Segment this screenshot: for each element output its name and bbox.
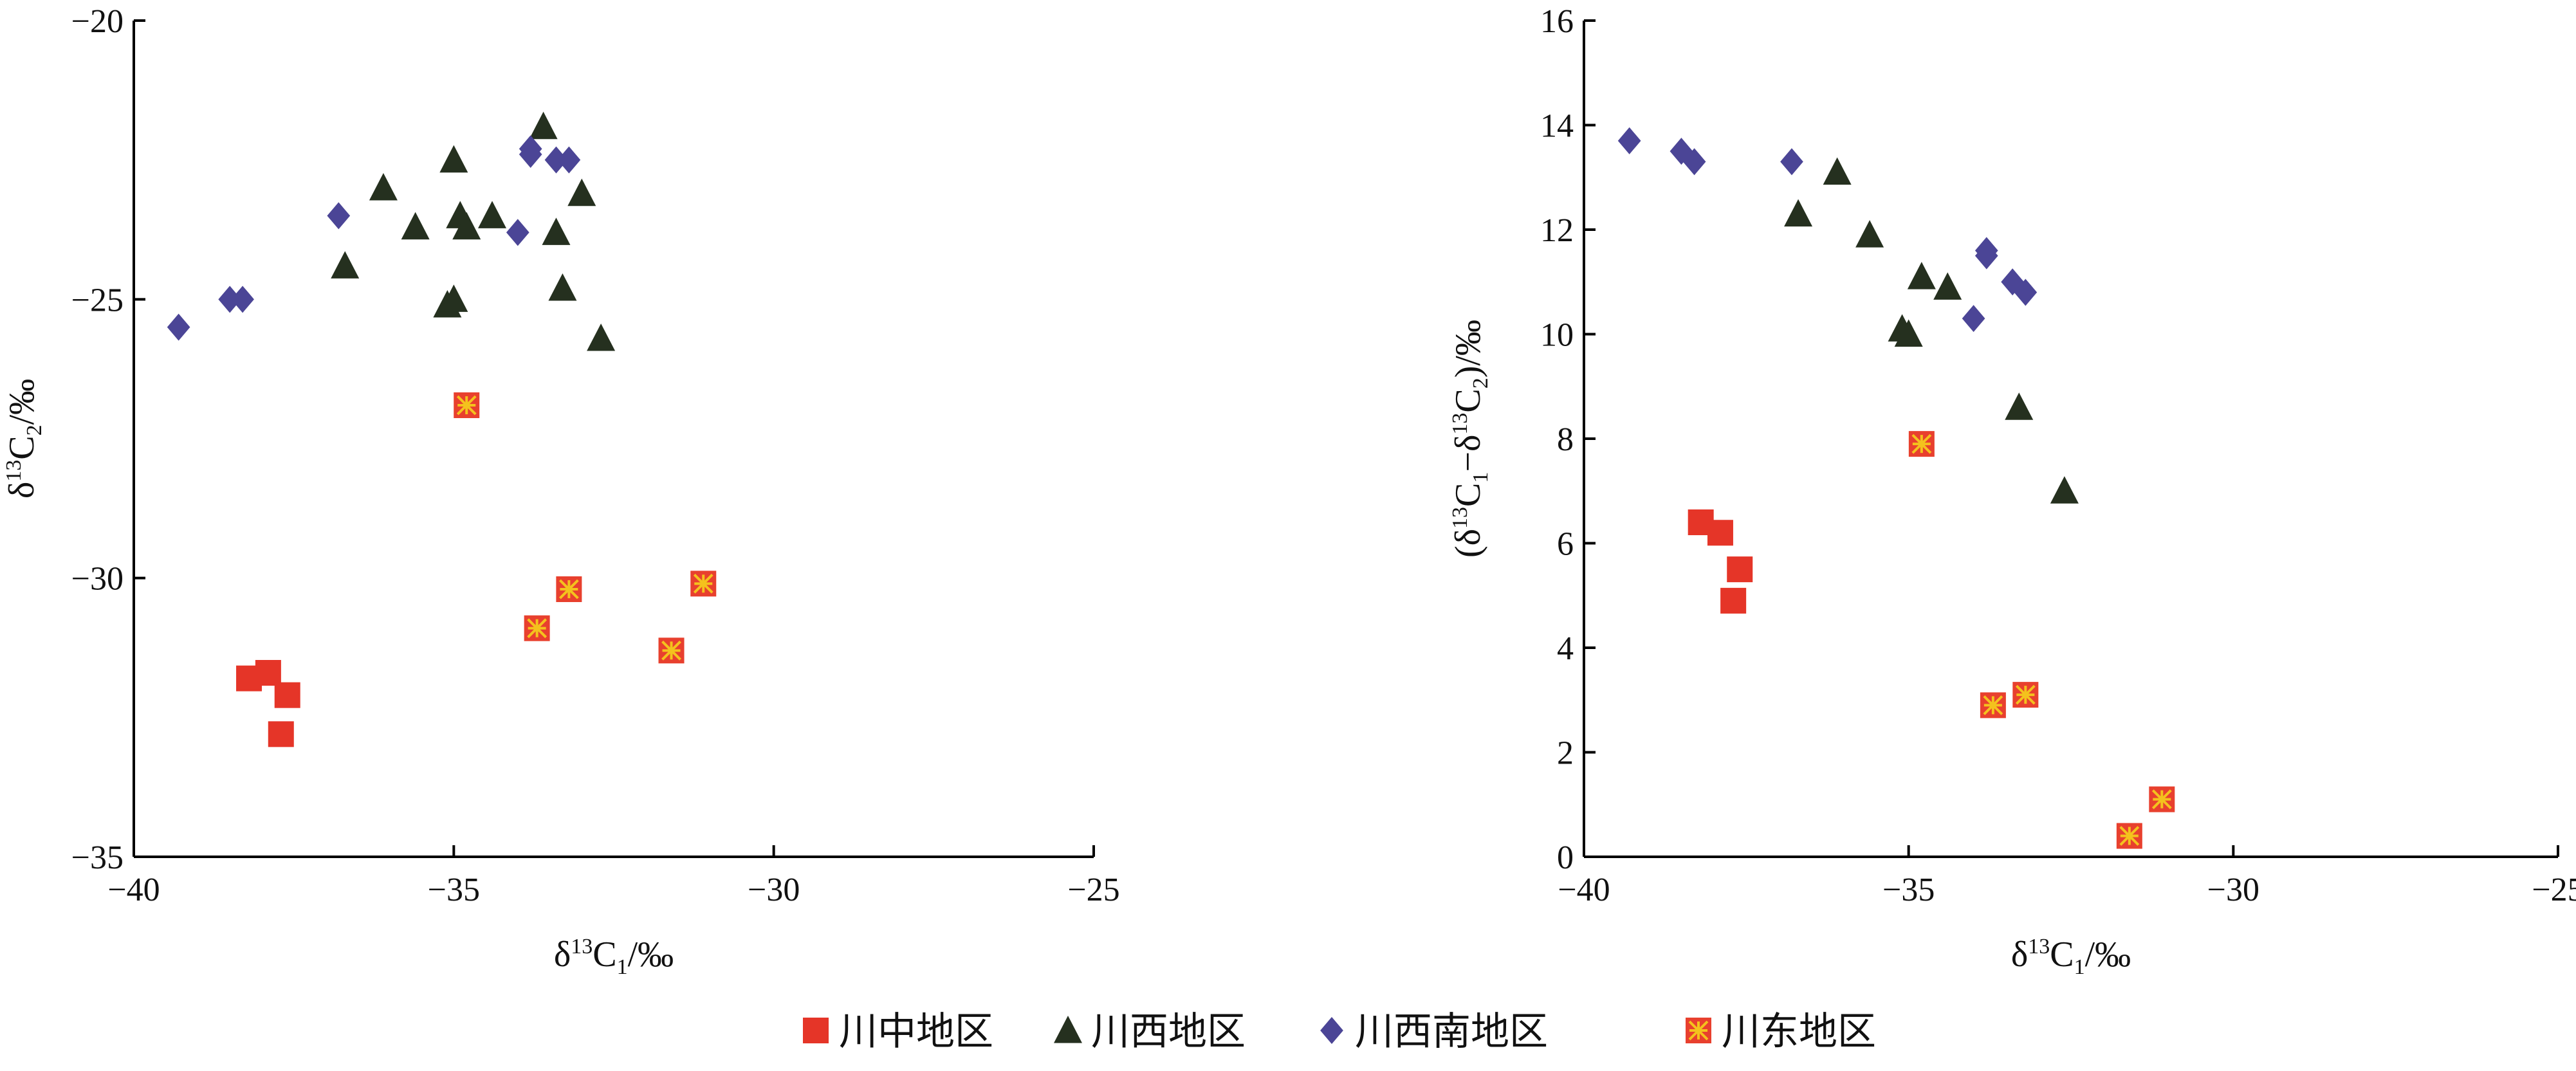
legend-marker-chuanzhong: [803, 1018, 829, 1043]
data-point-chuanxinan: [327, 202, 351, 230]
legend-label: 川西地区: [1091, 1009, 1246, 1054]
data-point-chuanxi: [331, 251, 360, 279]
legend-item-chuanxi: 川西地区: [1054, 1009, 1246, 1054]
data-point-chuanxinan: [1974, 242, 1998, 270]
x-tick-label: −25: [2532, 872, 2576, 908]
data-point-chuandong: [454, 392, 480, 418]
y-axis-title: δ13C2/‰: [2, 379, 46, 499]
data-point-chuandong: [2116, 823, 2142, 849]
data-point-chuanxinan: [1617, 127, 1641, 154]
legend-item-chuanzhong: 川中地区: [803, 1009, 993, 1054]
data-point-chuanzhong: [1707, 520, 1733, 546]
data-point-chuanzhong: [268, 721, 294, 747]
x-axis-title: δ13C1/‰: [2011, 935, 2131, 979]
data-point-chuandong: [524, 615, 550, 641]
data-point-chuanxi: [548, 273, 577, 301]
y-tick-label: 12: [1540, 212, 1574, 249]
data-point-chuanxi: [1894, 319, 1923, 347]
data-point-chuanxi: [1855, 220, 1884, 248]
data-point-chuanxi: [452, 212, 481, 240]
data-point-chuandong: [1908, 431, 1935, 457]
chart-right-scatter: 0 2 4 6 8 10 12 14 16 −40 −35 −30 −25 δ13C1/‰ (δ13C1−δ…: [1448, 3, 2576, 979]
data-point-chuanxi: [567, 178, 596, 206]
x-axis-title: δ13C1/‰: [554, 935, 674, 979]
data-point-chuanxinan: [544, 146, 568, 174]
data-point-chuanzhong: [1727, 556, 1753, 583]
x-tick-label: −35: [428, 872, 480, 908]
y-tick-label: −25: [71, 282, 124, 318]
legend-marker-chuandong: [1686, 1018, 1711, 1043]
x-tick-label: −40: [1558, 872, 1610, 908]
data-point-chuanxi: [369, 173, 398, 201]
x-tick-label: −35: [1882, 872, 1935, 908]
y-tick-label: 0: [1557, 839, 1574, 876]
data-point-chuandong: [658, 637, 685, 664]
y-tick-label: −30: [71, 561, 124, 598]
data-point-chuanxi: [478, 201, 507, 228]
y-tick-label: 16: [1540, 3, 1574, 40]
y-tick-label: 2: [1557, 735, 1574, 772]
legend-label: 川西南地区: [1355, 1009, 1548, 1054]
y-tick-label: 6: [1557, 526, 1574, 563]
data-point-chuanxi: [2050, 476, 2079, 504]
data-point-chuanzhong: [255, 660, 281, 686]
series-chuanxi: [331, 111, 616, 351]
y-tick-label: 10: [1540, 317, 1574, 354]
data-point-chuandong: [2012, 682, 2039, 708]
data-point-chuanxi: [439, 284, 468, 312]
y-tick-label: 8: [1557, 421, 1574, 458]
data-point-chuanxi: [439, 145, 468, 173]
data-point-chuandong: [556, 576, 582, 602]
data-point-chuanxi: [1823, 157, 1852, 185]
legend-item-chuanxinan: 川西南地区: [1320, 1009, 1548, 1054]
y-tick-label: 4: [1557, 630, 1574, 667]
legend-marker-chuanxi: [1054, 1016, 1082, 1043]
data-point-chuanzhong: [1720, 587, 1747, 614]
data-point-chuandong: [1980, 692, 2006, 719]
y-tick-label: 14: [1540, 108, 1574, 145]
legend-label: 川中地区: [839, 1009, 993, 1054]
data-point-chuanxi: [2005, 392, 2034, 420]
x-tick-label: −25: [1067, 872, 1119, 908]
y-tick-label: −35: [71, 839, 124, 876]
data-point-chuanxi: [587, 324, 616, 351]
data-point-chuanxinan: [231, 286, 254, 313]
y-tick-label: −20: [71, 3, 124, 40]
legend-item-chuandong: 川东地区: [1686, 1009, 1876, 1054]
data-point-chuanxinan: [1682, 148, 1706, 176]
data-point-chuanxi: [1907, 262, 1936, 289]
data-point-chuanxi: [401, 212, 430, 240]
series-chuanxi: [1784, 157, 2079, 504]
data-point-chuanxi: [542, 217, 571, 245]
series-chuanxinan: [1617, 127, 2038, 333]
data-point-chuanxinan: [506, 219, 529, 246]
series-chuandong: [1908, 431, 2175, 849]
x-tick-label: −30: [748, 872, 800, 908]
series-chuanzhong: [1688, 509, 1753, 614]
data-point-chuanxinan: [1780, 148, 1803, 176]
data-point-chuanxinan: [167, 313, 190, 341]
series-chuanxinan: [167, 135, 581, 341]
data-point-chuanxinan: [2014, 279, 2038, 306]
data-point-chuandong: [2149, 786, 2175, 812]
data-point-chuanxinan: [218, 286, 242, 313]
legend: 川中地区 川西地区 川西南地区 川东地区: [803, 1009, 1876, 1054]
data-point-chuandong: [690, 571, 717, 597]
x-tick-label: −30: [2207, 872, 2259, 908]
series-chuanzhong: [236, 660, 300, 747]
series-chuandong: [454, 392, 717, 664]
y-axis-title: (δ13C1−δ13C2)/‰: [1448, 320, 1493, 558]
data-point-chuanxinan: [519, 141, 542, 168]
data-point-chuanxi: [529, 111, 558, 140]
legend-marker-chuanxinan: [1320, 1017, 1343, 1044]
data-point-chuanxi: [1784, 199, 1813, 227]
legend-label: 川东地区: [1722, 1009, 1876, 1054]
data-point-chuanxinan: [1962, 305, 1985, 333]
data-point-chuanxinan: [557, 146, 581, 174]
x-tick-label: −40: [107, 872, 160, 908]
data-point-chuanxi: [1933, 272, 1962, 300]
data-point-chuanzhong: [274, 682, 300, 708]
